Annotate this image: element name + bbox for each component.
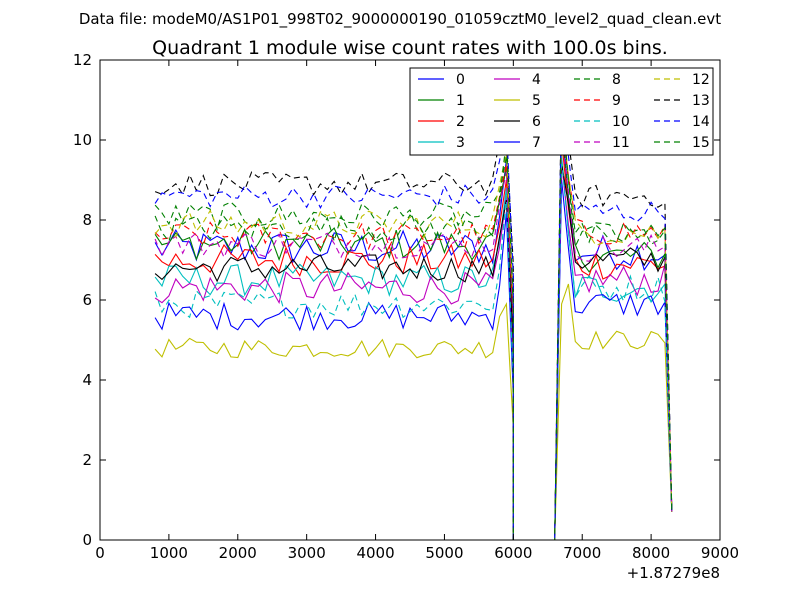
axes-layer: 0 1000 2000 3000 4000 5000 6000 7000 8000 9000 0 2 4… bbox=[73, 51, 739, 562]
y-tick-label: 0 bbox=[82, 531, 92, 549]
x-tick-label: 1000 bbox=[150, 544, 188, 562]
legend-label: 2 bbox=[456, 114, 465, 130]
series-line-3 bbox=[154, 155, 673, 540]
series-line-5 bbox=[154, 283, 673, 540]
legend-label: 4 bbox=[532, 72, 541, 88]
plot-frame bbox=[99, 59, 721, 541]
x-tick-label: 9000 bbox=[701, 544, 739, 562]
x-tick-label: 8000 bbox=[632, 544, 670, 562]
x-tick-label: 5000 bbox=[425, 544, 463, 562]
legend-label: 8 bbox=[612, 72, 621, 88]
series-line-13 bbox=[154, 79, 673, 540]
x-tick-label: 7000 bbox=[563, 544, 601, 562]
x-tick-label: 4000 bbox=[356, 544, 394, 562]
y-tick-label: 8 bbox=[82, 211, 92, 229]
y-tick-label: 2 bbox=[82, 451, 92, 469]
legend-label: 7 bbox=[532, 135, 541, 151]
legend-label: 6 bbox=[532, 114, 541, 130]
series-line-8 bbox=[154, 115, 673, 540]
legend-label: 11 bbox=[612, 135, 630, 151]
series-layer bbox=[154, 79, 673, 540]
figure-suptitle: Data file: modeM0/AS1P01_998T02_90000001… bbox=[79, 10, 721, 29]
legend-label: 3 bbox=[456, 135, 465, 151]
series-line-4 bbox=[154, 163, 673, 540]
y-tick-label: 6 bbox=[82, 291, 92, 309]
y-tick-label: 10 bbox=[73, 131, 92, 149]
legend-label: 12 bbox=[692, 72, 710, 88]
series-line-6 bbox=[154, 163, 673, 540]
series-line-9 bbox=[154, 123, 673, 540]
x-tick-label: 2000 bbox=[219, 544, 257, 562]
series-line-0 bbox=[154, 119, 673, 540]
legend-label: 1 bbox=[456, 93, 465, 109]
series-line-15 bbox=[154, 103, 673, 540]
legend-label: 0 bbox=[456, 72, 465, 88]
series-line-11 bbox=[154, 135, 673, 540]
legend-label: 15 bbox=[692, 135, 710, 151]
chart-title: Quadrant 1 module wise count rates with … bbox=[152, 37, 668, 59]
legend-label: 5 bbox=[532, 93, 541, 109]
series-line-10 bbox=[154, 159, 673, 540]
x-offset-label: +1.87279e8 bbox=[627, 564, 720, 582]
y-tick-label: 4 bbox=[82, 371, 92, 389]
legend-label: 14 bbox=[692, 114, 710, 130]
x-tick-label: 0 bbox=[95, 544, 105, 562]
x-tick-label: 6000 bbox=[494, 544, 532, 562]
legend-label: 13 bbox=[692, 93, 710, 109]
legend-label: 10 bbox=[612, 114, 630, 130]
legend-label: 9 bbox=[612, 93, 621, 109]
series-line-7 bbox=[154, 179, 673, 540]
x-tick-label: 3000 bbox=[288, 544, 326, 562]
y-tick-label: 12 bbox=[73, 51, 92, 69]
series-line-14 bbox=[154, 91, 673, 540]
legend-frame bbox=[409, 67, 714, 156]
